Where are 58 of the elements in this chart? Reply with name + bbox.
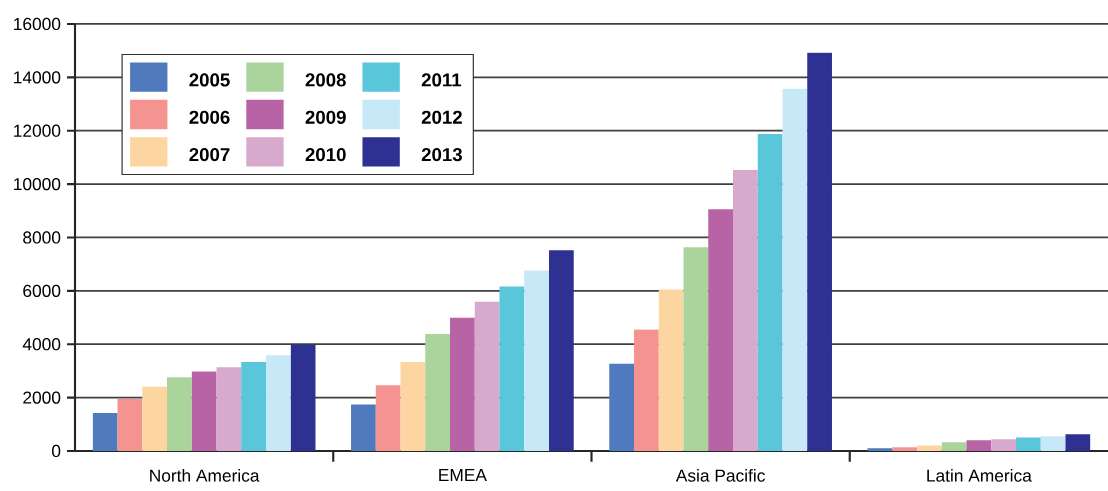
bar [634,329,659,451]
bar [241,362,266,451]
bar [351,404,376,451]
legend-label: 2012 [421,110,462,124]
bar [216,367,242,451]
bar [807,52,832,451]
bar [92,413,118,451]
bar [375,385,401,451]
bar [941,442,967,451]
bar [708,209,733,451]
y-tick-label: 4000 [22,338,61,351]
y-tick-label: 12000 [14,124,61,137]
bar [658,289,684,451]
legend-label: 2005 [189,73,230,87]
bar [892,447,917,451]
x-tick-label: North America [150,469,260,482]
legend-label: 2007 [189,147,230,162]
y-tick-label: 14000 [14,71,61,84]
legend-label: 2008 [305,73,346,87]
bar [117,398,143,451]
bar [400,362,426,451]
bar [782,88,808,451]
bar [757,133,783,451]
bar [499,286,525,451]
bar [991,439,1016,451]
x-tick-label: Asia Pacific [675,469,765,482]
bar [733,169,758,451]
bar [191,371,217,451]
bar [142,386,168,451]
bar [266,355,291,451]
bar [549,250,574,451]
x-tick-label: EMEA [439,469,487,481]
bar [290,344,316,451]
bar [524,270,549,451]
y-tick-label: 16000 [14,17,61,31]
legend-label: 2013 [421,147,462,162]
y-tick-label: 0 [51,444,61,458]
legend-label: 2011 [421,73,462,87]
x-tick-label: Latin America [927,469,1032,482]
bar [867,448,893,451]
bar [1015,437,1041,451]
legend-label: 2009 [305,110,346,124]
legend-label: 2006 [189,110,230,124]
y-tick-label: 10000 [14,177,61,191]
bar [966,440,992,451]
legend-label: 2010 [305,147,346,162]
bar [683,247,709,451]
bar [474,301,500,451]
bar [1040,436,1066,451]
bar [425,334,451,451]
bar [450,317,475,451]
bar [609,363,635,451]
y-tick-label: 2000 [23,391,61,404]
y-tick-label: 8000 [23,231,61,244]
bar [167,377,192,451]
y-tick-label: 6000 [23,284,61,297]
bar [917,445,942,451]
bar [1065,434,1091,451]
